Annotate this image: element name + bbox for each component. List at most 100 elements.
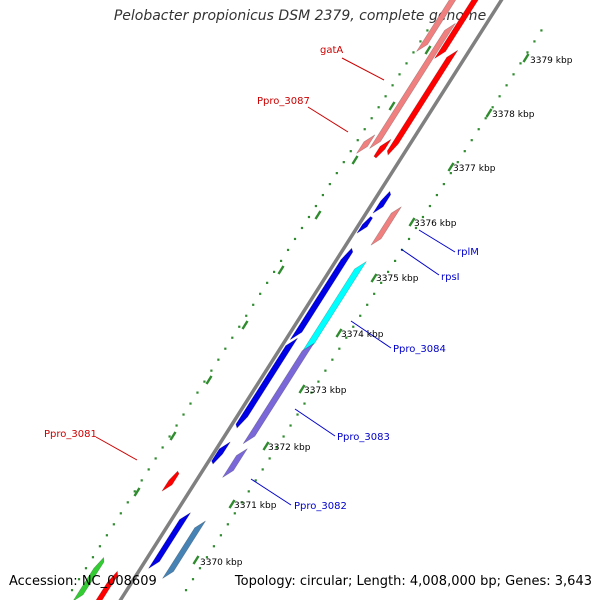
inner-tick-dot: [363, 128, 366, 131]
backbone-line: [118, 0, 504, 600]
outer-tick-dot: [212, 545, 216, 548]
inner-tick-dot: [314, 204, 318, 208]
gene-label-ppro-3087[interactable]: Ppro_3087: [257, 96, 310, 107]
tick-label: 3377 kbp: [453, 164, 496, 174]
outer-tick-dot: [275, 446, 278, 449]
inner-tick-dot: [259, 292, 262, 295]
inner-tick-dot: [91, 556, 95, 559]
outer-tick-dot: [254, 479, 257, 482]
outer-tick-dot: [289, 424, 292, 427]
tick-label: 3373 kbp: [304, 386, 347, 396]
gene-arrow-blue-large: [289, 247, 354, 341]
inner-tick-dot: [426, 29, 429, 32]
tick-mark: [335, 328, 343, 338]
gene-label-rplm[interactable]: rplM: [457, 247, 479, 258]
outer-tick-dot: [421, 215, 425, 219]
leader-rpsi: [400, 248, 440, 276]
outer-tick-dot: [428, 204, 432, 208]
inner-tick-dot: [370, 117, 373, 120]
outer-tick-dot: [310, 391, 313, 394]
tick-mark: [228, 499, 236, 509]
inner-tick-dot: [335, 172, 338, 175]
inner-tick-dot: [217, 358, 220, 361]
gene-label-ppro-3082[interactable]: Ppro_3082: [294, 501, 347, 512]
outer-tick-dot: [198, 567, 202, 570]
tick-mark: [277, 265, 285, 275]
tick-label: 3378 kbp: [492, 110, 535, 120]
gene-arrow-rpsi: [370, 206, 402, 246]
tick-mark: [388, 101, 396, 111]
gene-arrow-ppro-3081: [161, 470, 180, 492]
tick-dot-track: [70, 29, 543, 592]
inner-tick-dot: [286, 248, 290, 252]
outer-tick-dot: [247, 490, 250, 493]
inner-tick-dot: [238, 325, 241, 328]
inner-tick-dot: [321, 193, 324, 197]
tick-mark: [485, 108, 493, 118]
inner-tick-dot: [300, 226, 304, 230]
outer-tick-dot: [205, 556, 209, 559]
outer-tick-dot: [526, 51, 529, 54]
gene-arrow-ppro-3087: [386, 49, 459, 156]
gene-label-ppro-3084[interactable]: Ppro_3084: [393, 344, 446, 355]
inner-tick-dot: [189, 402, 192, 405]
inner-tick-dot: [391, 84, 394, 87]
label-leader-lines: [95, 57, 456, 506]
inner-tick-dot: [356, 139, 359, 142]
outer-tick-dot: [449, 172, 452, 175]
gene-arrow-green: [73, 556, 105, 600]
inner-tick-dot: [175, 424, 178, 427]
gene-arrow-red-bottom: [95, 570, 119, 600]
outer-tick-dot: [324, 369, 327, 372]
inner-tick-dot: [161, 446, 164, 449]
outer-tick-dot: [407, 237, 411, 241]
outer-tick-dot: [226, 523, 229, 526]
inner-tick-dot: [273, 270, 276, 273]
gene-arrow-ppro-3082: [222, 448, 248, 478]
gene-label-ppro-3083[interactable]: Ppro_3083: [337, 432, 390, 443]
outer-tick-dot: [184, 589, 188, 592]
outer-tick-dot: [268, 457, 271, 460]
outer-tick-dot: [191, 578, 195, 581]
inner-tick-dot: [133, 490, 136, 493]
outer-tick-dot: [296, 413, 299, 416]
outer-tick-dot: [442, 182, 445, 186]
leader-ppro-3082: [250, 478, 292, 506]
outer-tick-dot: [463, 150, 466, 153]
inner-tick-dot: [77, 578, 81, 581]
gene-arrow-red-top: [434, 0, 479, 59]
inner-tick-dot: [126, 501, 129, 504]
inner-tick-dot: [377, 106, 380, 109]
inner-tick-dot: [112, 523, 115, 526]
gene-label-rpsi[interactable]: rpsI: [441, 272, 460, 283]
gene-arrow-salmon-top: [416, 0, 457, 52]
outer-tick-dot: [219, 534, 222, 537]
outer-tick-dot: [477, 128, 480, 131]
inner-tick-dot: [168, 435, 171, 438]
tick-mark: [424, 45, 432, 55]
tick-mark: [241, 320, 249, 330]
tick-marks: [133, 45, 530, 565]
outer-tick-dot: [512, 73, 515, 76]
outer-tick-dot: [373, 292, 376, 295]
outer-tick-dot: [317, 380, 320, 383]
inner-tick-dot: [196, 391, 199, 394]
tick-mark: [408, 217, 416, 227]
gene-arrow-blue-bottom: [148, 512, 191, 569]
inner-tick-dot: [419, 40, 422, 43]
inner-tick-dot: [98, 545, 102, 548]
outer-tick-dot: [338, 347, 341, 350]
inner-tick-dot: [210, 369, 213, 372]
inner-tick-dot: [84, 567, 88, 570]
tick-mark: [298, 384, 306, 394]
outer-tick-dot: [380, 281, 383, 284]
feature-layer: [73, 0, 479, 600]
outer-tick-dot: [303, 402, 306, 405]
inner-tick-dot: [119, 512, 122, 515]
outer-tick-dot: [345, 336, 348, 339]
inner-tick-dot: [245, 314, 248, 317]
inner-tick-dot: [140, 479, 143, 482]
gene-label-ppro-3081[interactable]: Ppro_3081: [44, 429, 97, 440]
gene-label-gatA[interactable]: gatA: [320, 45, 343, 56]
